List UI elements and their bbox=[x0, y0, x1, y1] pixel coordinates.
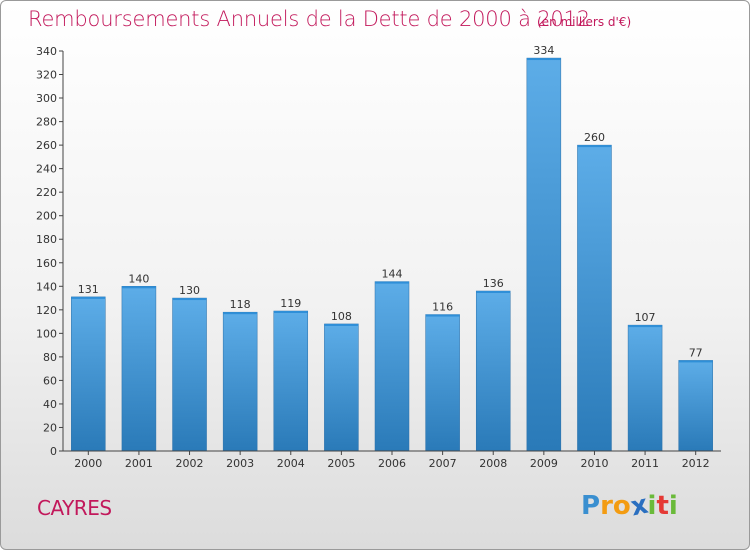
chart-title: Remboursements Annuels de la Dette de 20… bbox=[28, 7, 590, 31]
bar-2007 bbox=[425, 314, 460, 452]
bar-2008 bbox=[475, 290, 511, 452]
bar-value-label: 118 bbox=[230, 298, 251, 311]
y-tick-label: 300 bbox=[36, 92, 57, 105]
proxiti-logo[interactable]: Proxiti bbox=[581, 490, 678, 523]
x-tick-label: 2006 bbox=[378, 457, 406, 470]
x-tick-label: 2005 bbox=[327, 457, 355, 470]
y-tick-label: 280 bbox=[36, 116, 57, 129]
y-tick-label: 120 bbox=[36, 304, 57, 317]
y-tick-label: 20 bbox=[43, 421, 57, 434]
bar-value-label: 108 bbox=[331, 310, 352, 323]
bar-top-edge bbox=[678, 360, 713, 363]
bar-top-edge bbox=[71, 296, 106, 299]
bar-top-edge bbox=[425, 314, 460, 317]
y-tick-label: 200 bbox=[36, 210, 57, 223]
y-tick-label: 220 bbox=[36, 186, 57, 199]
bar-2010 bbox=[577, 144, 612, 452]
commune-name: CAYRES bbox=[37, 496, 112, 520]
bar-top-edge bbox=[526, 58, 561, 61]
logo-letter: r bbox=[600, 491, 613, 521]
bar-value-label: 144 bbox=[382, 268, 403, 281]
bar-2011 bbox=[627, 324, 663, 452]
bar-value-label: 119 bbox=[280, 297, 301, 310]
bar-value-label: 107 bbox=[635, 311, 656, 324]
y-tick-label: 140 bbox=[36, 280, 57, 293]
bar-value-label: 130 bbox=[179, 284, 200, 297]
y-tick-label: 340 bbox=[36, 45, 57, 58]
x-tick-label: 2003 bbox=[226, 457, 254, 470]
bar-top-edge bbox=[273, 311, 308, 313]
bar-top-edge bbox=[476, 291, 511, 293]
bar-2000 bbox=[71, 296, 106, 452]
bar-2005 bbox=[324, 323, 359, 452]
x-tick-label: 2000 bbox=[74, 457, 102, 470]
bars: 131 140 130 118 119 108 144 116 136 334 260 107 77 bbox=[71, 44, 713, 452]
x-tick-label: 2008 bbox=[479, 457, 507, 470]
logo-letter: i bbox=[668, 491, 678, 521]
x-axis: 2000 2001 2002 2003 2004 2005 2006 2007 2008 2009… bbox=[63, 450, 721, 470]
y-tick-label: 80 bbox=[43, 351, 57, 364]
logo-letter: P bbox=[581, 491, 601, 521]
y-tick-label: 240 bbox=[36, 163, 57, 176]
y-tick-label: 60 bbox=[43, 374, 57, 387]
x-tick-label: 2009 bbox=[530, 457, 558, 470]
logo-letter: o bbox=[612, 491, 631, 521]
chart-subtitle: (en milliers d'€) bbox=[537, 15, 632, 29]
bar-value-label: 116 bbox=[432, 301, 453, 314]
bar-2001 bbox=[121, 286, 157, 452]
bar-2009 bbox=[526, 57, 562, 452]
bar-2003 bbox=[222, 311, 258, 452]
bar-top-edge bbox=[628, 325, 663, 328]
bar-top-edge bbox=[121, 286, 156, 289]
bar-value-label: 136 bbox=[483, 277, 504, 290]
bar-top-edge bbox=[375, 281, 409, 284]
x-tick-label: 2011 bbox=[631, 457, 659, 470]
x-tick-label: 2004 bbox=[277, 457, 305, 470]
y-tick-label: 260 bbox=[36, 139, 57, 152]
y-tick-label: 320 bbox=[36, 69, 57, 82]
x-tick-label: 2012 bbox=[682, 457, 710, 470]
logo-letter: t bbox=[656, 491, 669, 521]
x-tick-label: 2010 bbox=[580, 457, 608, 470]
bar-value-label: 260 bbox=[584, 131, 605, 144]
bar-value-label: 334 bbox=[533, 44, 554, 57]
bar-top-edge bbox=[324, 323, 359, 326]
bar-value-label: 140 bbox=[128, 272, 149, 285]
y-tick-label: 40 bbox=[43, 398, 57, 411]
bar-value-label: 77 bbox=[689, 346, 703, 359]
bar-2006 bbox=[374, 281, 410, 452]
x-tick-label: 2002 bbox=[176, 457, 204, 470]
bar-2012 bbox=[678, 360, 713, 452]
bar-top-edge bbox=[223, 312, 258, 315]
y-axis: 0 20 40 60 80 100 120 140 160 180 200 220 240 260 280 3… bbox=[36, 45, 64, 458]
bar-top-edge bbox=[577, 145, 612, 148]
x-tick-label: 2007 bbox=[429, 457, 457, 470]
x-tick-label: 2001 bbox=[125, 457, 153, 470]
bar-top-edge bbox=[172, 298, 207, 301]
y-tick-label: 0 bbox=[50, 445, 57, 458]
y-tick-label: 180 bbox=[36, 233, 57, 246]
logo-letter: i bbox=[647, 491, 657, 521]
bar-value-label: 131 bbox=[78, 283, 99, 296]
bar-2004 bbox=[273, 310, 309, 452]
y-tick-label: 160 bbox=[36, 257, 57, 270]
y-tick-label: 100 bbox=[36, 327, 57, 340]
bar-2002 bbox=[172, 297, 207, 452]
